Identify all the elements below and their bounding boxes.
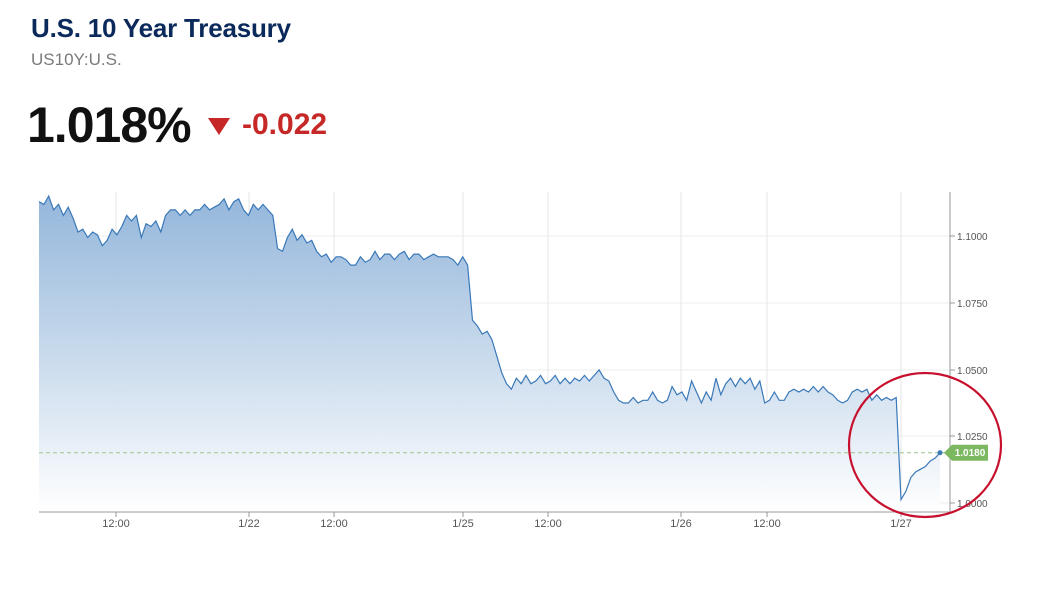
current-price: 1.018%	[27, 97, 192, 153]
y-tick-label: 1.0500	[957, 366, 988, 377]
y-tick-label: 1.0000	[957, 499, 988, 510]
x-tick-label: 1/26	[670, 518, 691, 530]
x-tick-label: 12:00	[753, 518, 781, 530]
last-value-label: 1.0180	[955, 448, 986, 459]
y-tick-label: 1.1000	[957, 232, 988, 243]
page-title: U.S. 10 Year Treasury	[31, 13, 291, 43]
x-tick-label: 1/22	[238, 518, 259, 530]
y-tick-label: 1.0750	[957, 299, 988, 310]
x-tick-label: 1/25	[452, 518, 473, 530]
area-fill	[39, 196, 940, 512]
x-tick-label: 1/27	[890, 518, 911, 530]
annotation-circle	[847, 371, 1003, 519]
y-tick-label: 1.0250	[957, 432, 988, 443]
last-point	[937, 450, 943, 456]
series-line	[38, 194, 941, 502]
change-value: -0.022	[242, 108, 328, 141]
down-arrow-icon	[208, 117, 230, 135]
ticker-symbol: US10Y:U.S.	[31, 50, 122, 69]
last-value-badge	[944, 444, 988, 461]
x-tick-label: 12:00	[534, 518, 562, 530]
x-tick-label: 12:00	[320, 518, 348, 530]
x-tick-label: 12:00	[102, 518, 130, 530]
price-change: -0.022	[208, 108, 327, 142]
